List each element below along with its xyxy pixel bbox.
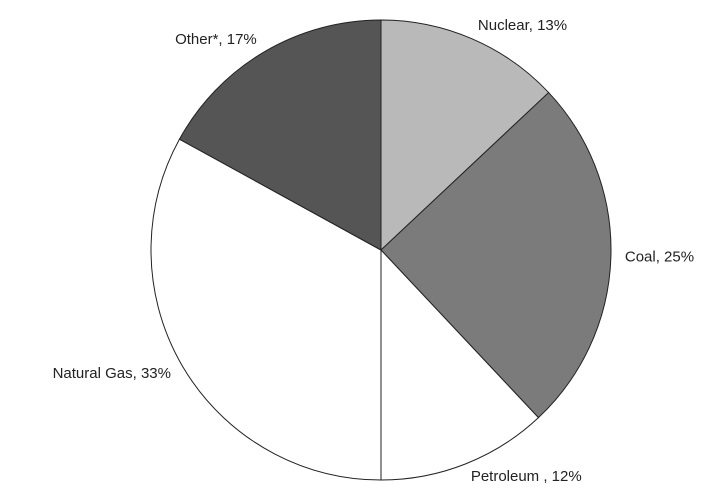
slice-label: Petroleum , 12%	[471, 468, 582, 485]
pie-slice	[380, 248, 540, 481]
slice-label: Coal, 25%	[625, 249, 694, 266]
slice-label: Nuclear, 13%	[478, 17, 567, 34]
slice-label: Natural Gas, 33%	[53, 365, 171, 382]
slice-label: Other*, 17%	[175, 31, 257, 48]
pie-slice	[178, 19, 382, 251]
pie-slice	[380, 91, 612, 419]
pie-slice	[150, 138, 382, 481]
pie-slice	[380, 19, 550, 252]
